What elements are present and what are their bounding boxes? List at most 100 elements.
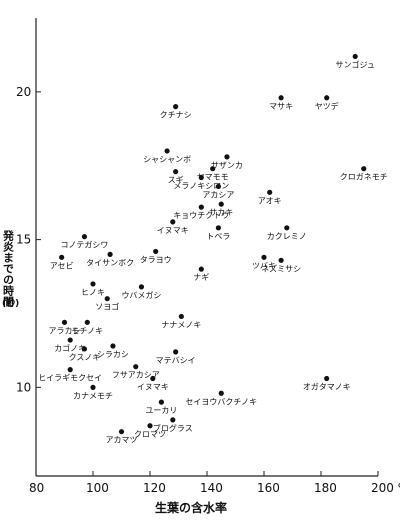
data-point-label: フサアカシア: [112, 371, 160, 380]
data-point-label: ユーカリ: [145, 406, 177, 415]
data-point-label: オガタマノキ: [303, 381, 351, 391]
data-point-label: シャシャンボ: [143, 155, 191, 164]
data-point: [153, 248, 159, 255]
data-point-label: カゴノキ: [54, 343, 86, 353]
data-point: [215, 183, 221, 190]
data-point-label: サカキ: [209, 208, 233, 217]
data-point-label: クスノキ: [69, 353, 101, 362]
data-point-label: カクレミノ: [267, 232, 307, 241]
data-point: [198, 266, 204, 272]
data-point: [198, 204, 204, 210]
x-tick-label: 100: [86, 481, 109, 495]
data-point: [173, 104, 179, 110]
data-point: [67, 367, 73, 373]
data-point-label: トベラ: [206, 232, 230, 241]
x-tick-label: 200 %: [371, 481, 400, 495]
data-point-label: アセビ: [50, 261, 74, 270]
data-point-label: ナギ: [193, 273, 209, 282]
data-point: [138, 284, 145, 290]
data-point-label: ナナメノキ: [161, 320, 201, 329]
data-point-label: キョウチクトウ: [173, 211, 229, 220]
data-point-label: ツバキ: [252, 261, 276, 270]
data-point-label: アカシア: [202, 190, 234, 199]
data-point: [81, 234, 88, 240]
data-point-label: アラカシ: [49, 326, 81, 335]
data-point: [324, 375, 330, 382]
data-point-label: ヤツデ: [315, 101, 339, 111]
data-point: [324, 95, 330, 101]
data-point: [118, 429, 125, 435]
data-point: [224, 154, 230, 160]
x-tick-label: 80: [29, 481, 44, 495]
data-point-label: コノテガシワ: [60, 240, 108, 250]
data-point: [107, 251, 113, 257]
data-point: [178, 313, 184, 320]
data-point-label: アカマツ: [106, 436, 138, 445]
data-point-label: ブログラス: [153, 423, 193, 433]
data-point-label: サザンカ: [211, 161, 243, 170]
data-point-label: メラノキシロン: [173, 182, 229, 191]
data-point-label: カナメモチ: [73, 391, 113, 400]
data-point: [278, 95, 284, 101]
data-point-label: ウバメガシ: [121, 290, 161, 300]
x-tick-label: 140: [200, 481, 223, 495]
data-point: [84, 319, 90, 325]
data-point: [81, 346, 88, 352]
x-tick-label: 160: [257, 481, 280, 495]
data-point: [110, 343, 116, 349]
data-point-label: クロガネモチ: [340, 172, 388, 182]
data-point-label: ヤマモモ: [197, 173, 229, 182]
data-point: [170, 417, 176, 423]
data-point-label: セイヨウバクチノキ: [185, 397, 257, 406]
data-point: [150, 375, 156, 382]
data-point: [104, 296, 110, 302]
data-point: [218, 201, 224, 207]
data-point-label: ソヨゴ: [95, 302, 119, 312]
y-tick-label: 20: [16, 85, 31, 99]
data-point: [59, 254, 65, 260]
data-point: [198, 174, 204, 181]
data-point-label: ネズミサシ: [261, 263, 301, 273]
data-point-label: アオキ: [258, 196, 282, 205]
y-axis-label: 発炎までの時間: [2, 229, 16, 308]
data-point: [267, 189, 273, 195]
data-point: [158, 399, 164, 405]
data-point-label: クロマツ: [134, 430, 166, 439]
data-point: [170, 219, 176, 225]
x-tick-label: 120: [143, 481, 166, 495]
data-point: [361, 166, 367, 172]
data-point: [173, 169, 179, 175]
data-point-label: マサキ: [269, 102, 293, 111]
data-point: [147, 423, 153, 429]
y-tick-label: 15: [16, 233, 31, 247]
data-point: [164, 148, 170, 154]
data-point-label: スギ: [168, 176, 184, 185]
data-point-label: クチナシ: [160, 111, 192, 120]
x-axis-label: 生葉の含水率: [155, 500, 227, 515]
data-point: [284, 225, 290, 231]
data-point: [173, 349, 179, 355]
data-point: [133, 364, 139, 370]
data-point-label: イヌマキ: [157, 226, 189, 235]
data-point: [210, 166, 216, 172]
data-point: [352, 53, 358, 60]
axis-ticks: 80 100 120 140 160 180 200 % 10 15 20: [16, 85, 400, 495]
data-point-label: サンゴジュ: [335, 59, 374, 69]
data-point: [67, 337, 73, 343]
y-axis-unit: (秒): [2, 297, 19, 309]
data-point: [278, 257, 284, 263]
data-point-label: マテバシイ: [156, 356, 196, 365]
data-point: [90, 281, 96, 287]
x-tick-label: 180: [314, 481, 337, 495]
y-tick-label: 10: [16, 380, 31, 394]
data-point: [218, 390, 224, 396]
data-point: [215, 225, 221, 231]
data-point-label: タラヨウ: [140, 255, 172, 264]
data-point-label: イヌマキ: [137, 382, 169, 391]
data-point: [90, 384, 96, 390]
data-point-label: ヒイラギモクセイ: [38, 374, 102, 383]
data-point-label: ヒノキ: [81, 288, 105, 297]
data-point: [61, 319, 68, 325]
